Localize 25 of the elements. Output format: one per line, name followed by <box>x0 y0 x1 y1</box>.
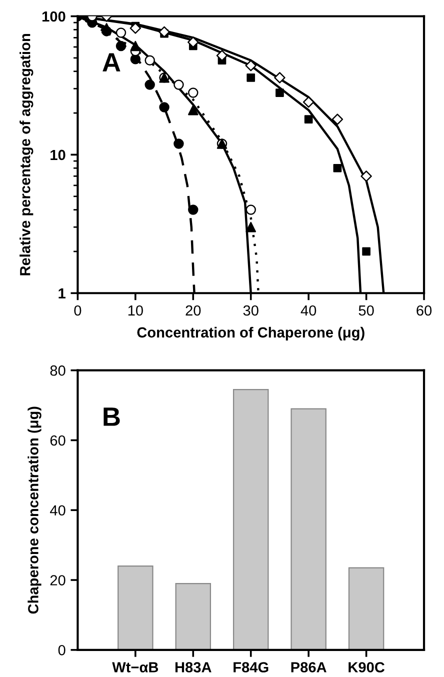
y-axis-title: Chaperone concentration (μg) <box>28 406 42 614</box>
x-tick-label: 10 <box>128 305 143 316</box>
x-tick-label: H83A <box>175 662 212 672</box>
x-axis-title: Concentration of Chaperone (μg) <box>137 326 364 341</box>
x-tick-label: 30 <box>243 305 258 316</box>
annotation: B <box>104 408 120 426</box>
x-tick-label: 20 <box>186 305 201 316</box>
x-tick-label: F84G <box>234 662 268 672</box>
y-tick-label: 0 <box>58 645 66 656</box>
y-tick-label: 1 <box>58 288 66 298</box>
y-tick-label: 10 <box>50 150 66 160</box>
annotation: A <box>102 53 120 72</box>
x-tick-label: 60 <box>416 305 432 316</box>
x-tick-label: 40 <box>300 305 316 316</box>
x-tick-label: P86A <box>291 662 326 672</box>
y-axis-title: Relative percentage of aggregation <box>20 34 34 276</box>
x-tick-label: Wt−αB <box>112 662 158 672</box>
y-tick-label: 80 <box>50 365 66 376</box>
y-tick-label: 20 <box>50 575 66 586</box>
y-tick-label: 60 <box>50 435 66 446</box>
x-tick-label: 50 <box>358 305 374 316</box>
y-tick-label: 100 <box>42 11 66 22</box>
x-tick-label: 0 <box>74 305 82 316</box>
x-tick-label: K90C <box>348 662 385 672</box>
y-tick-label: 40 <box>50 505 66 516</box>
